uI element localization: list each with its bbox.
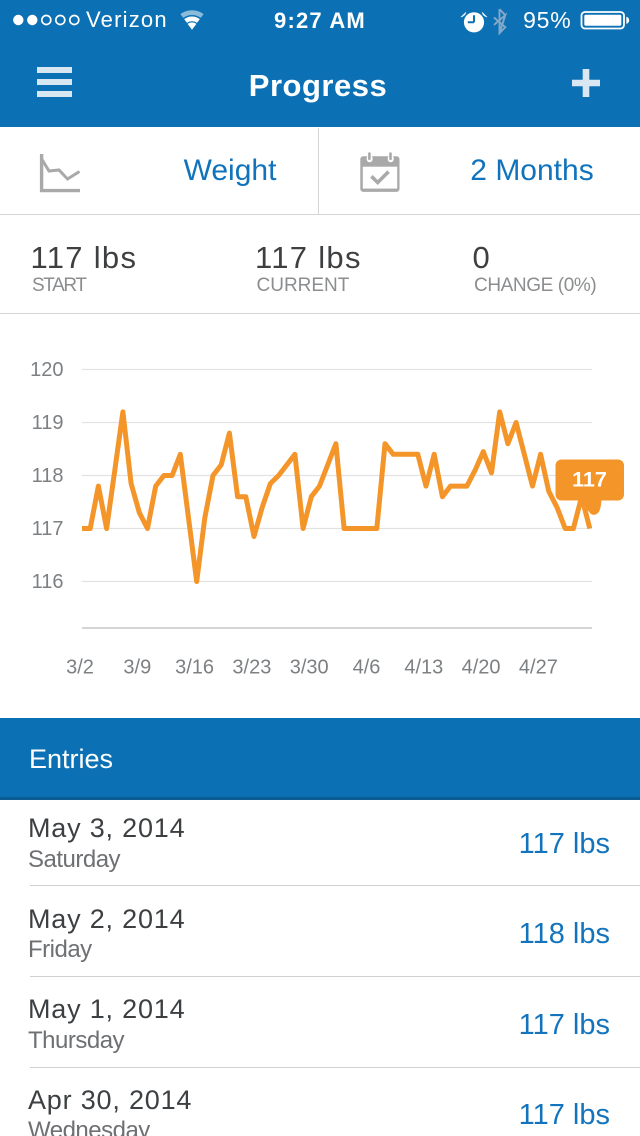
svg-text:117: 117 (32, 518, 64, 540)
svg-text:117: 117 (572, 468, 607, 492)
svg-text:4/13: 4/13 (404, 657, 443, 679)
svg-text:3/9: 3/9 (123, 657, 151, 679)
svg-text:4/27: 4/27 (519, 657, 558, 679)
svg-text:9:27 AM: 9:27 AM (274, 8, 366, 33)
svg-text:120: 120 (30, 359, 63, 381)
svg-text:95%: 95% (523, 7, 571, 33)
svg-text:4/6: 4/6 (353, 657, 381, 679)
svg-text:3/16: 3/16 (175, 657, 214, 679)
svg-text:119: 119 (32, 412, 64, 434)
svg-text:3/23: 3/23 (232, 657, 271, 679)
svg-text:116: 116 (32, 571, 64, 593)
svg-text:3/30: 3/30 (290, 657, 329, 679)
svg-text:Verizon: Verizon (86, 7, 168, 32)
svg-text:3/2: 3/2 (66, 657, 94, 679)
svg-text:4/20: 4/20 (462, 657, 501, 679)
svg-text:118: 118 (32, 465, 64, 487)
